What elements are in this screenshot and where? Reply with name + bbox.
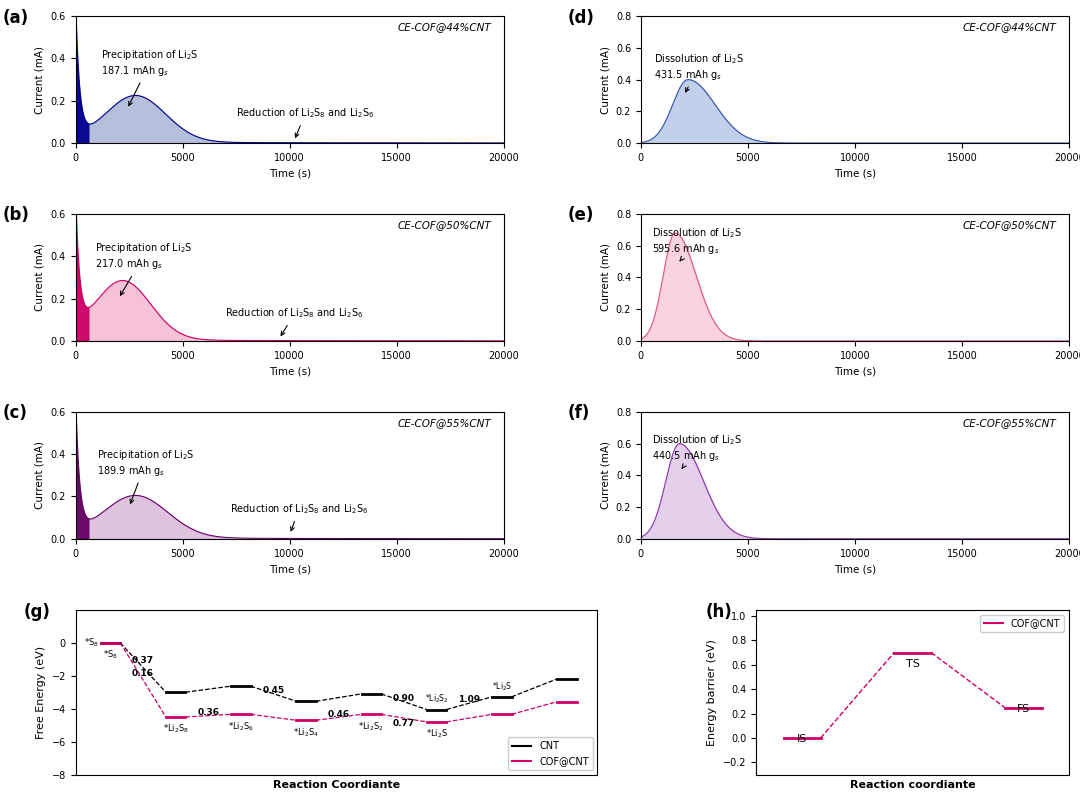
Y-axis label: Current (mA): Current (mA)	[35, 46, 45, 114]
Text: 0.46: 0.46	[327, 709, 350, 718]
Text: Dissolution of Li$_2$S
440.5 mAh g$_s$: Dissolution of Li$_2$S 440.5 mAh g$_s$	[651, 433, 742, 468]
Text: 0.37: 0.37	[132, 656, 154, 666]
Text: Dissolution of Li$_2$S
595.6 mAh g$_s$: Dissolution of Li$_2$S 595.6 mAh g$_s$	[651, 226, 742, 261]
X-axis label: Time (s): Time (s)	[834, 366, 876, 376]
Text: 0.77: 0.77	[393, 718, 415, 728]
Y-axis label: Current (mA): Current (mA)	[600, 244, 610, 312]
Text: CE-COF@55%CNT: CE-COF@55%CNT	[397, 418, 491, 429]
Y-axis label: Current (mA): Current (mA)	[600, 46, 610, 114]
Text: (h): (h)	[706, 603, 732, 621]
Text: *Li$_2$S$_8$: *Li$_2$S$_8$	[163, 723, 189, 735]
Text: CE-COF@55%CNT: CE-COF@55%CNT	[962, 418, 1056, 429]
Text: *S$_8$: *S$_8$	[103, 649, 118, 661]
X-axis label: Time (s): Time (s)	[269, 169, 311, 178]
Y-axis label: Current (mA): Current (mA)	[35, 244, 45, 312]
Text: (f): (f)	[568, 404, 591, 422]
X-axis label: Time (s): Time (s)	[834, 169, 876, 178]
Text: CE-COF@44%CNT: CE-COF@44%CNT	[397, 23, 491, 32]
Text: *Li$_2$S$_6$: *Li$_2$S$_6$	[228, 720, 254, 733]
Text: *Li$_2$S$_2$: *Li$_2$S$_2$	[424, 693, 448, 705]
X-axis label: Time (s): Time (s)	[269, 564, 311, 574]
Text: 0.16: 0.16	[132, 669, 154, 678]
Text: (g): (g)	[24, 603, 51, 621]
Text: *Li$_2$S$_2$: *Li$_2$S$_2$	[359, 720, 384, 733]
Text: CE-COF@50%CNT: CE-COF@50%CNT	[397, 220, 491, 230]
Legend: COF@CNT: COF@CNT	[980, 615, 1064, 633]
Text: CE-COF@44%CNT: CE-COF@44%CNT	[962, 23, 1056, 32]
X-axis label: Time (s): Time (s)	[269, 366, 311, 376]
Text: (c): (c)	[3, 404, 28, 422]
Text: 0.45: 0.45	[262, 686, 284, 695]
Text: *Li$_2$S$_4$: *Li$_2$S$_4$	[293, 726, 319, 738]
Text: (d): (d)	[568, 9, 595, 27]
X-axis label: Reaction Coordiante: Reaction Coordiante	[273, 780, 400, 790]
Y-axis label: Current (mA): Current (mA)	[35, 441, 45, 509]
Legend: CNT, COF@CNT: CNT, COF@CNT	[508, 738, 593, 770]
X-axis label: Time (s): Time (s)	[834, 564, 876, 574]
Text: FS: FS	[1016, 704, 1029, 714]
Text: *S$_8$: *S$_8$	[83, 637, 98, 649]
Text: Precipitation of Li$_2$S
189.9 mAh g$_s$: Precipitation of Li$_2$S 189.9 mAh g$_s$	[97, 448, 194, 504]
Text: TS: TS	[906, 659, 919, 669]
X-axis label: Reaction coordiante: Reaction coordiante	[850, 780, 975, 790]
Text: (a): (a)	[3, 9, 29, 27]
Text: Precipitation of Li$_2$S
217.0 mAh g$_s$: Precipitation of Li$_2$S 217.0 mAh g$_s$	[95, 241, 192, 295]
Text: Reduction of Li$_2$S$_8$ and Li$_2$S$_6$: Reduction of Li$_2$S$_8$ and Li$_2$S$_6$	[237, 107, 375, 137]
Text: Dissolution of Li$_2$S
431.5 mAh g$_s$: Dissolution of Li$_2$S 431.5 mAh g$_s$	[653, 52, 744, 92]
Text: *Li$_2$S: *Li$_2$S	[426, 728, 447, 740]
Text: 0.90: 0.90	[393, 694, 415, 703]
Text: 0.36: 0.36	[198, 708, 219, 717]
Text: Reduction of Li$_2$S$_8$ and Li$_2$S$_6$: Reduction of Li$_2$S$_8$ and Li$_2$S$_6$	[226, 307, 364, 336]
Text: 1.09: 1.09	[458, 696, 481, 705]
Text: (e): (e)	[568, 207, 594, 224]
Text: IS: IS	[797, 734, 808, 744]
Y-axis label: Free Energy (eV): Free Energy (eV)	[36, 646, 46, 738]
Y-axis label: Energy barrier (eV): Energy barrier (eV)	[707, 639, 717, 746]
Text: CE-COF@50%CNT: CE-COF@50%CNT	[962, 220, 1056, 230]
Text: Precipitation of Li$_2$S
187.1 mAh g$_s$: Precipitation of Li$_2$S 187.1 mAh g$_s$	[102, 48, 199, 106]
Text: Reduction of Li$_2$S$_8$ and Li$_2$S$_6$: Reduction of Li$_2$S$_8$ and Li$_2$S$_6$	[230, 502, 368, 531]
Text: *Li$_2$S: *Li$_2$S	[491, 680, 512, 692]
Y-axis label: Current (mA): Current (mA)	[600, 441, 610, 509]
Text: (b): (b)	[3, 207, 29, 224]
